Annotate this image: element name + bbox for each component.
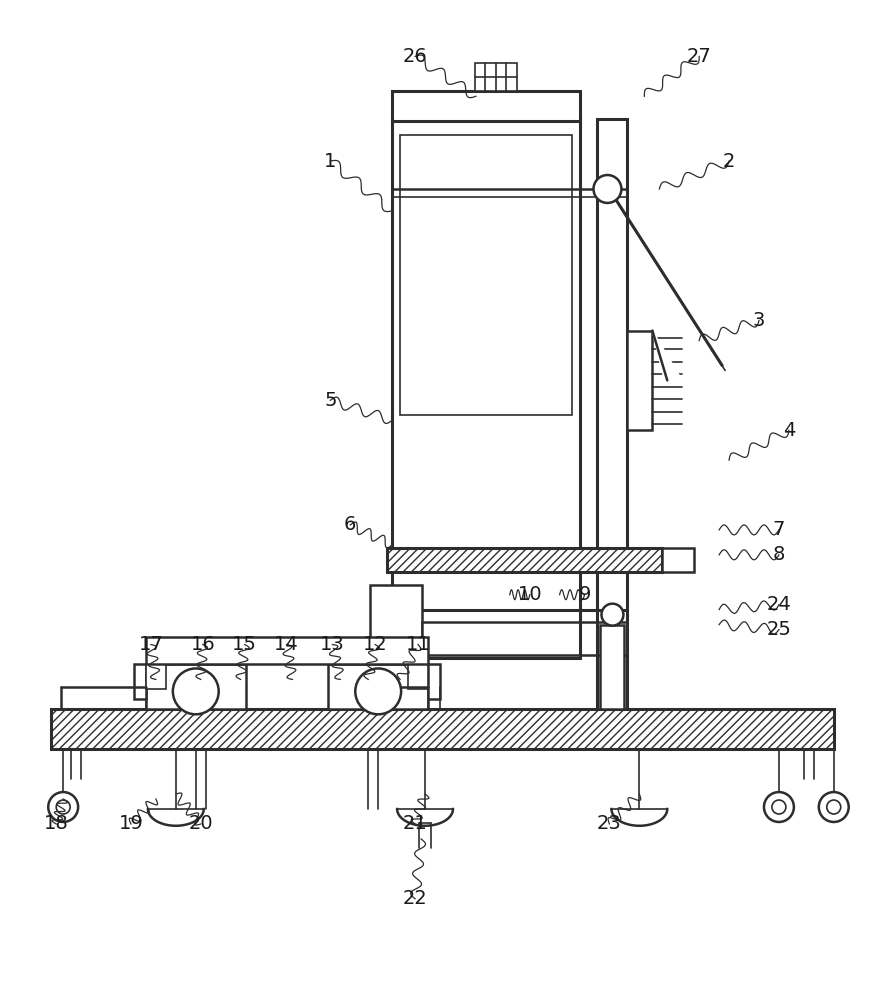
Circle shape	[593, 175, 621, 203]
Text: 18: 18	[44, 814, 68, 833]
Text: 5: 5	[324, 391, 336, 410]
Circle shape	[173, 668, 219, 714]
Polygon shape	[651, 331, 681, 380]
Text: 19: 19	[119, 814, 143, 833]
Circle shape	[771, 800, 785, 814]
Bar	[600, 625, 623, 709]
Text: 8: 8	[772, 545, 784, 564]
Bar	[386, 548, 661, 572]
Bar	[328, 664, 428, 709]
Text: 13: 13	[320, 635, 344, 654]
Text: 2: 2	[722, 152, 734, 171]
Text: 12: 12	[363, 635, 387, 654]
Text: 20: 20	[188, 814, 212, 833]
Circle shape	[601, 604, 623, 626]
Bar	[627, 331, 651, 430]
Text: 23: 23	[596, 814, 621, 833]
Bar	[661, 548, 694, 572]
Bar	[51, 709, 833, 749]
Text: 11: 11	[406, 635, 430, 654]
Text: 17: 17	[139, 635, 163, 654]
Bar	[146, 664, 166, 689]
Bar	[371, 653, 385, 670]
Bar	[428, 664, 440, 699]
Text: 15: 15	[232, 635, 256, 654]
Text: 16: 16	[191, 635, 215, 654]
Circle shape	[56, 800, 70, 814]
Bar	[474, 63, 516, 91]
Bar	[597, 119, 627, 709]
Bar	[133, 664, 146, 699]
Text: 7: 7	[772, 520, 784, 539]
Text: 22: 22	[402, 889, 427, 908]
Text: 6: 6	[343, 515, 356, 534]
Text: 21: 21	[402, 814, 427, 833]
Circle shape	[818, 792, 848, 822]
Text: 25: 25	[766, 620, 790, 639]
Text: 24: 24	[766, 595, 790, 614]
Bar	[146, 637, 428, 664]
Bar	[392, 119, 579, 658]
Text: 14: 14	[274, 635, 299, 654]
Circle shape	[826, 800, 839, 814]
Text: 1: 1	[324, 152, 336, 171]
Text: 9: 9	[578, 585, 590, 604]
Text: 10: 10	[517, 585, 542, 604]
Bar	[407, 664, 428, 689]
Text: 27: 27	[686, 47, 711, 66]
Bar	[370, 585, 421, 640]
Bar	[392, 91, 579, 121]
Bar	[146, 664, 245, 709]
Text: 26: 26	[402, 47, 427, 66]
Circle shape	[48, 792, 78, 822]
Text: 4: 4	[781, 421, 795, 440]
Circle shape	[355, 668, 400, 714]
Bar	[189, 653, 203, 670]
Circle shape	[763, 792, 793, 822]
Bar	[399, 135, 571, 415]
Text: 3: 3	[752, 311, 765, 330]
